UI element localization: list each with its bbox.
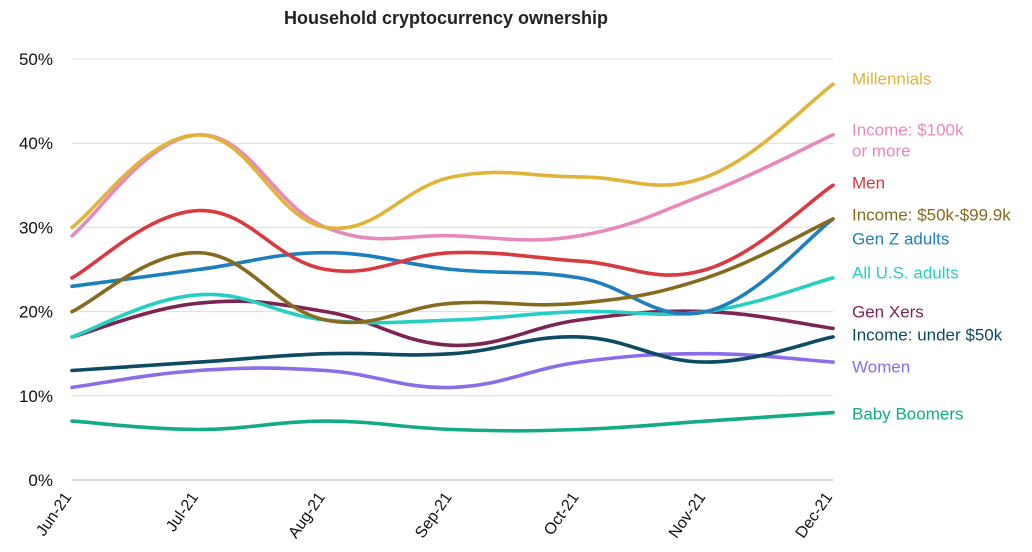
y-axis-ticks: 0% 10% 20% 30% 40% 50% [19,50,53,490]
gridlines [72,58,833,481]
series-label-men: Men [852,173,885,192]
chart-title: Household cryptocurrency ownership [284,8,608,28]
series-line-income-50k-99-9k [70,217,835,325]
series-label-gen-xers: Gen Xers [852,302,924,321]
series-label-income-100k-or-more: or more [852,141,911,160]
x-tick-label: Oct-21 [541,489,583,538]
series-line-millennials [70,82,835,231]
series-label-women: Women [852,357,910,376]
series-lines [70,82,835,433]
x-tick-label: Aug-21 [285,489,329,541]
y-tick-label: 0% [28,471,53,490]
x-axis-ticks: Jun-21 Jul-21 Aug-21 Sep-21 Oct-21 Nov-21 Dec-… [33,489,836,541]
series-label-millennials: Millennials [852,69,931,88]
series-line-baby-boomers [70,410,835,433]
series-label-all-u-s-adults: All U.S. adults [852,263,959,282]
series-label-income-under-50k: Income: under $50k [852,325,1003,344]
y-tick-label: 10% [19,387,53,406]
series-label-baby-boomers: Baby Boomers [852,404,964,423]
x-tick-label: Jun-21 [33,489,75,539]
x-tick-label: Jul-21 [163,489,202,535]
y-tick-label: 40% [19,134,53,153]
series-line-men [70,183,835,280]
series-line-gen-z-adults [70,217,835,316]
series-line-women [70,351,835,390]
x-tick-label: Sep-21 [412,489,456,541]
y-tick-label: 20% [19,303,53,322]
series-label-income-50k-99-9k: Income: $50k-$99.9k [852,205,1011,224]
series-label-gen-z-adults: Gen Z adults [852,229,949,248]
x-tick-label: Nov-21 [666,489,710,541]
y-tick-label: 50% [19,50,53,69]
x-tick-label: Dec-21 [793,489,837,541]
series-label-income-100k-or-more: Income: $100k [852,120,964,139]
series-labels: Millennials Income: $100k or more Men Income… [852,69,1011,423]
series-line-income-100k-or-more [70,132,835,242]
series-line-income-under-50k [70,335,835,373]
y-tick-label: 30% [19,218,53,237]
